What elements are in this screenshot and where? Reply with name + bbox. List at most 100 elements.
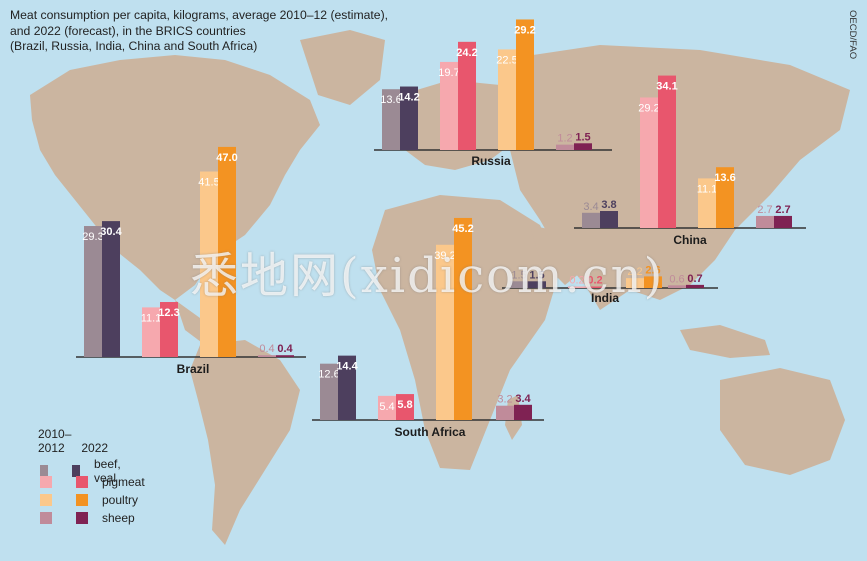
brazil-pigmeat-bar-2022: [160, 302, 178, 357]
legend-label-pigmeat: pigmeat: [102, 475, 145, 489]
china-beef-veal-bar-2022: [600, 211, 618, 228]
india-beef-veal-bar-2022: [528, 281, 546, 288]
china-poultry-bar-2010-2012: [698, 178, 716, 228]
south-africa-sheep-bar-2010-2012: [496, 405, 514, 420]
legend-swatch-pigmeat-2022: [76, 476, 88, 488]
legend-period-1: 2010– 2012: [38, 427, 71, 455]
watermark: 悉地网(xidicom.cn): [190, 248, 665, 304]
legend-period-1-line-2: 2012: [38, 441, 65, 455]
south-america-landmass: [190, 340, 300, 545]
south-africa-sheep-value-2022: 3.4: [515, 393, 531, 405]
south-africa-sheep-value-2010-2012: 3.2: [497, 394, 512, 406]
brazil-pigmeat-value-2022: 12.3: [158, 307, 179, 319]
brazil-country-label: Brazil: [177, 362, 210, 376]
indonesia-landmass: [680, 325, 770, 358]
china-pigmeat-value-2010-2012: 29.2: [638, 102, 659, 114]
russia-sheep-value-2010-2012: 1.2: [557, 133, 572, 145]
india-poultry-value-2022: 2.6: [645, 264, 660, 276]
china-sheep-bar-2010-2012: [756, 215, 774, 228]
legend-label-sheep: sheep: [102, 511, 135, 525]
india-beef-veal-value-2022: 1.5: [529, 269, 544, 281]
legend-item-poultry: poultry: [40, 493, 138, 507]
chart-title: Meat consumption per capita, kilograms, …: [10, 8, 390, 55]
south-africa-poultry-bar-2022: [454, 217, 472, 420]
china-sheep-bar-2022: [774, 215, 792, 228]
brazil-poultry-value-2022: 47.0: [216, 152, 237, 164]
title-line-3: (Brazil, Russia, India, China and South …: [10, 39, 258, 53]
china-pigmeat-bar-2022: [658, 75, 676, 228]
india-sheep-value-2010-2012: 0.6: [669, 273, 684, 285]
russia-pigmeat-value-2022: 24.2: [456, 47, 477, 59]
china-pigmeat-value-2022: 34.1: [656, 81, 677, 93]
india-beef-veal-value-2010-2012: 1.5: [511, 269, 526, 281]
title-line-2: and 2022 (forecast), in the BRICS countr…: [10, 23, 246, 38]
china-beef-veal-value-2022: 3.8: [601, 199, 616, 211]
legend: 2010– 2012 2022 beef, veal pigmeat poultry…: [38, 427, 145, 525]
russia-pigmeat-bar-2010-2012: [440, 61, 458, 150]
russia-beef-veal-bar-2022: [400, 86, 418, 150]
india-poultry-value-2010-2012: 2.2: [627, 266, 642, 278]
russia-beef-veal-value-2022: 14.2: [398, 92, 419, 104]
greenland-landmass: [300, 30, 385, 105]
legend-swatch-sheep-2010-2012: [40, 512, 52, 524]
brazil-beef-veal-bar-2010-2012: [84, 226, 102, 357]
india-beef-veal-bar-2010-2012: [510, 281, 528, 288]
india-poultry-bar-2022: [644, 276, 662, 288]
south-africa-country-label: South Africa: [395, 425, 466, 439]
legend-item-beef-veal: beef, veal: [40, 457, 129, 485]
brazil-sheep-value-2022: 0.4: [277, 343, 293, 355]
india-sheep-bar-2010-2012: [668, 285, 686, 288]
india-poultry-bar-2010-2012: [626, 278, 644, 288]
russia-poultry-bar-2022: [516, 19, 534, 151]
india-sheep-bar-2022: [686, 284, 704, 288]
russia-poultry-value-2010-2012: 22.5: [496, 54, 517, 66]
india-pigmeat-value-2022: 0.2: [587, 275, 602, 287]
legend-swatch-beef-veal-2022: [72, 465, 80, 477]
legend-period-headers: 2010– 2012 2022: [38, 427, 108, 455]
brazil-pigmeat-bar-2010-2012: [142, 307, 160, 357]
south-africa-beef-veal-bar-2022: [338, 355, 356, 420]
legend-item-sheep: sheep: [40, 511, 135, 525]
south-africa-beef-veal-value-2022: 14.4: [336, 361, 358, 373]
india-country-label: India: [591, 291, 619, 305]
brazil-poultry-bar-2010-2012: [200, 171, 218, 357]
china-pigmeat-bar-2010-2012: [640, 97, 658, 228]
brazil-poultry-bar-2022: [218, 146, 236, 357]
legend-swatch-pigmeat-2010-2012: [40, 476, 52, 488]
south-africa-poultry-value-2010-2012: 39.2: [434, 250, 455, 262]
china-beef-veal-value-2010-2012: 3.4: [583, 201, 598, 213]
south-africa-pigmeat-bar-2010-2012: [378, 395, 396, 420]
china-sheep-value-2010-2012: 2.7: [757, 204, 772, 216]
legend-swatch-sheep-2022: [76, 512, 88, 524]
china-sheep-value-2022: 2.7: [775, 204, 790, 216]
south-africa-sheep-bar-2022: [514, 404, 532, 420]
russia-sheep-bar-2022: [574, 143, 592, 150]
north-america-landmass: [30, 55, 320, 300]
russia-sheep-bar-2010-2012: [556, 144, 574, 150]
china-country-label: China: [673, 233, 707, 247]
china-beef-veal-bar-2010-2012: [582, 212, 600, 228]
india-sheep-value-2022: 0.7: [687, 273, 702, 285]
legend-period-2: 2022: [81, 441, 109, 455]
south-africa-pigmeat-bar-2022: [396, 394, 414, 420]
india-pigmeat-value-2010-2012: 0.2: [569, 275, 584, 287]
legend-item-pigmeat: pigmeat: [40, 475, 145, 489]
south-africa-poultry-bar-2010-2012: [436, 244, 454, 420]
legend-period-1-line-1: 2010–: [38, 427, 72, 441]
brazil-poultry-value-2010-2012: 41.5: [198, 176, 219, 188]
legend-label-beef-veal: beef, veal: [94, 457, 121, 485]
india-pigmeat-bar-2022: [586, 286, 604, 288]
russia-poultry-value-2022: 29.2: [514, 24, 535, 36]
india-pigmeat-bar-2010-2012: [568, 286, 586, 288]
russia-pigmeat-value-2010-2012: 19.7: [438, 67, 459, 79]
russia-country-label: Russia: [471, 154, 511, 168]
source-credit: OECD/FAO: [847, 10, 858, 60]
south-africa-poultry-value-2022: 45.2: [452, 223, 473, 235]
russia-poultry-bar-2010-2012: [498, 49, 516, 150]
china-poultry-bar-2022: [716, 167, 734, 228]
brazil-sheep-bar-2022: [276, 355, 294, 357]
china-poultry-value-2022: 13.6: [714, 172, 735, 184]
south-africa-beef-veal-bar-2010-2012: [320, 363, 338, 420]
legend-label-poultry: poultry: [102, 493, 139, 507]
